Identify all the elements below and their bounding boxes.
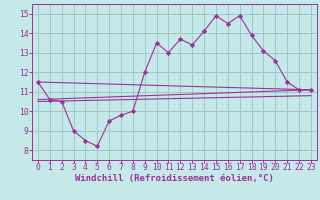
X-axis label: Windchill (Refroidissement éolien,°C): Windchill (Refroidissement éolien,°C): [75, 174, 274, 183]
